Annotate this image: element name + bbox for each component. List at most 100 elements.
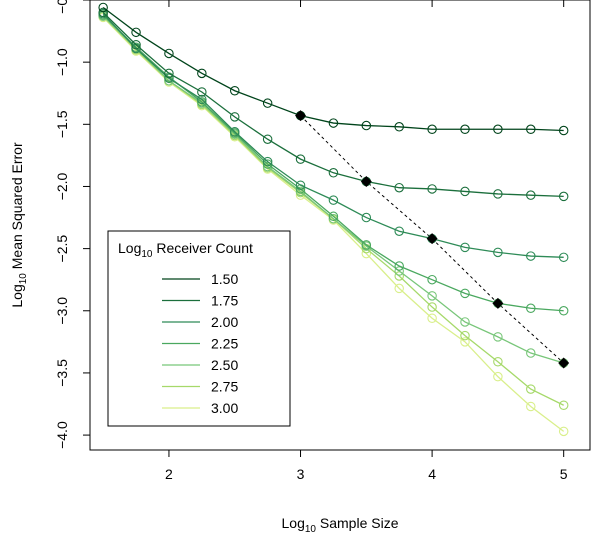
data-point [197, 87, 207, 97]
data-point [229, 112, 240, 122]
data-point [558, 400, 569, 410]
legend-box [107, 230, 291, 427]
data-point [558, 191, 569, 202]
plot-frame [89, 0, 591, 451]
data-point [295, 186, 306, 197]
y-axis-label: Log10 Mean Squared Error [9, 142, 29, 308]
data-point [493, 189, 503, 199]
data-point [526, 251, 536, 261]
data-point [131, 40, 141, 50]
data-point [558, 125, 569, 136]
data-point [427, 313, 437, 323]
legend-label: 3.00 [211, 400, 238, 416]
series-line-1.75 [102, 11, 564, 198]
data-point [460, 317, 470, 327]
legend-label: 1.75 [211, 293, 238, 309]
data-point [262, 156, 273, 167]
data-point [460, 186, 470, 197]
data-point [493, 124, 503, 135]
diamond-marker [295, 110, 307, 122]
x-tick-label: 3 [297, 466, 305, 482]
legend-label: 2.50 [211, 357, 238, 373]
data-point [229, 127, 240, 137]
y-tick-label: −2.5 [54, 235, 70, 263]
x-tick-label: 2 [165, 466, 173, 482]
data-point [427, 124, 437, 135]
diamond-marker [426, 233, 438, 245]
data-point [460, 242, 470, 253]
data-point [460, 330, 470, 341]
data-point [558, 252, 569, 263]
data-point [558, 306, 569, 316]
data-point [526, 348, 536, 358]
data-point [526, 303, 536, 314]
data-point [262, 134, 273, 144]
data-point [361, 212, 372, 223]
legend-items: 1.50 1.75 2.00 2.25 2.50 2.75 3.00 [162, 271, 238, 416]
data-point [394, 122, 404, 132]
data-point [493, 356, 503, 367]
data-point [197, 97, 207, 107]
data-point [229, 85, 240, 96]
x-axis-label: Log10 Sample Size [282, 515, 399, 535]
legend: Log10 Receiver Count 1.50 1.75 2.00 2.25 2.5… [107, 230, 291, 427]
data-point [328, 118, 339, 128]
data-point [197, 94, 207, 105]
legend-label: 2.25 [211, 336, 238, 352]
data-point [526, 401, 536, 412]
data-point [526, 190, 536, 200]
data-point [460, 288, 470, 299]
data-point [164, 48, 174, 59]
data-point [328, 195, 339, 205]
data-point [427, 274, 437, 285]
data-point [262, 98, 273, 108]
legend-label: 1.50 [211, 271, 238, 287]
legend-title: Log10 Receiver Count [118, 240, 253, 260]
data-point [460, 337, 470, 347]
diamond-markers [295, 110, 570, 369]
legend-label: 2.00 [211, 314, 238, 330]
data-point [526, 384, 536, 394]
diamond-marker [360, 175, 372, 187]
y-tick-label: −1.0 [54, 48, 70, 76]
y-tick-label: −2.0 [54, 172, 70, 200]
data-point [394, 266, 404, 276]
y-tick-label: −1.5 [54, 110, 70, 138]
data-point [427, 291, 437, 301]
y-tick-label: −4.0 [54, 421, 70, 449]
diamond-marker [492, 297, 504, 309]
axes-group: 2 3 4 5 −4.0 −3.5 −3.0 −2.5 −2.0 −1.5 −1.0 −0.5 [54, 0, 568, 482]
data-point [361, 240, 372, 250]
data-point [164, 73, 174, 84]
data-point [295, 180, 306, 190]
data-point [131, 27, 141, 38]
data-point [328, 168, 339, 178]
data-point [164, 68, 174, 79]
series-line-1.50 [102, 6, 564, 132]
data-point [526, 124, 536, 135]
data-point [328, 214, 339, 224]
diamond-marker [558, 357, 570, 369]
data-point [493, 371, 503, 382]
series-group [98, 2, 569, 437]
top-axis-ticks [168, 0, 565, 7]
x-tick-label: 5 [560, 466, 568, 482]
data-point [493, 332, 503, 342]
data-point [493, 247, 503, 258]
y-tick-label: −0.5 [54, 0, 70, 14]
y-tick-label: −3.0 [54, 297, 70, 325]
data-point [361, 120, 372, 131]
data-point [328, 211, 339, 222]
series-line-2.50 [102, 15, 564, 364]
data-point [394, 182, 404, 193]
data-point [394, 283, 404, 294]
data-point [394, 261, 404, 271]
y-tick-label: −3.5 [54, 359, 70, 387]
data-point [427, 302, 437, 312]
data-point [394, 226, 404, 236]
legend-label: 2.75 [211, 379, 238, 395]
x-tick-label: 4 [428, 466, 436, 482]
data-point [98, 2, 108, 13]
data-point [558, 426, 569, 437]
